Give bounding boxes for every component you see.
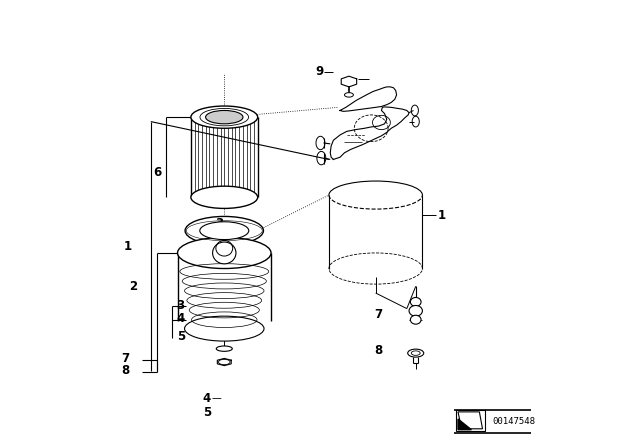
Text: 2: 2 — [129, 280, 137, 293]
Ellipse shape — [410, 297, 421, 306]
Text: 8: 8 — [121, 364, 129, 377]
Ellipse shape — [409, 306, 422, 316]
Text: 00147548: 00147548 — [493, 417, 536, 426]
Ellipse shape — [408, 349, 424, 357]
Polygon shape — [456, 410, 484, 431]
Text: 5: 5 — [203, 406, 211, 419]
Ellipse shape — [177, 237, 271, 268]
Ellipse shape — [410, 315, 421, 324]
Ellipse shape — [344, 93, 353, 97]
Ellipse shape — [216, 346, 232, 351]
Ellipse shape — [191, 106, 258, 128]
Text: —: — — [212, 393, 221, 404]
Text: 6: 6 — [154, 166, 162, 179]
Text: 5: 5 — [177, 330, 185, 343]
Ellipse shape — [184, 316, 264, 341]
Ellipse shape — [200, 222, 249, 240]
Text: 4: 4 — [177, 312, 185, 325]
Text: 9: 9 — [316, 65, 324, 78]
Text: 3: 3 — [215, 217, 223, 230]
Ellipse shape — [185, 216, 264, 245]
Text: 7: 7 — [374, 308, 382, 321]
Ellipse shape — [205, 111, 243, 124]
Text: 1: 1 — [124, 240, 132, 253]
Polygon shape — [458, 412, 483, 429]
Polygon shape — [458, 419, 472, 430]
Ellipse shape — [191, 186, 258, 208]
Ellipse shape — [212, 242, 236, 264]
Text: 4: 4 — [203, 392, 211, 405]
Text: 1: 1 — [438, 209, 446, 222]
Text: 7: 7 — [122, 352, 129, 365]
Text: 3: 3 — [177, 298, 185, 311]
Text: 8: 8 — [374, 345, 382, 358]
